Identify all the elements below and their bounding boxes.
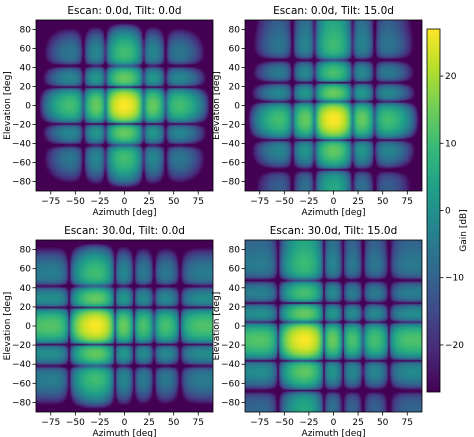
x-tick-label: −75: [250, 418, 269, 428]
x-tick-label: 25: [143, 197, 154, 207]
x-tick-label: −25: [90, 418, 109, 428]
y-axis-label: Elevation [deg]: [3, 292, 13, 361]
y-tick-label: 20: [229, 303, 241, 313]
y-tick-label: −40: [221, 360, 240, 370]
x-tick-label: 75: [193, 418, 204, 428]
y-tick-label: −20: [12, 341, 31, 351]
x-tick-label: −25: [299, 197, 318, 207]
y-tick-label: −60: [12, 379, 31, 389]
y-tick-label: −20: [12, 121, 31, 131]
y-tick-label: −20: [221, 341, 240, 351]
y-tick-label: −80: [12, 398, 31, 408]
x-axis-label: Azimuth [deg]: [93, 208, 157, 218]
x-tick-label: 50: [377, 418, 389, 428]
y-tick-label: 60: [229, 45, 241, 55]
y-axis-label: Elevation [deg]: [212, 71, 222, 140]
y-tick-label: 60: [20, 265, 32, 275]
x-tick-label: 75: [402, 418, 413, 428]
y-tick-label: 40: [229, 284, 241, 294]
y-tick-label: 80: [229, 246, 241, 256]
x-tick-label: 0: [331, 197, 337, 207]
y-tick-label: −40: [12, 140, 31, 150]
y-tick-label: 40: [20, 284, 32, 294]
y-tick-label: 60: [20, 45, 32, 55]
y-tick-label: 0: [234, 322, 240, 332]
x-tick-label: −25: [90, 197, 109, 207]
y-tick-label: −60: [221, 159, 240, 169]
y-tick-label: 20: [20, 303, 32, 313]
y-tick-label: −40: [12, 360, 31, 370]
x-tick-label: 50: [168, 197, 180, 207]
chart-panel-1: Escan: 0.0d, Tilt: 0.0d −75 −50 −25 0 25 50 75 −…: [3, 5, 214, 218]
y-tick-label: −60: [12, 159, 31, 169]
x-tick-label: 0: [122, 418, 128, 428]
x-tick-label: 25: [143, 418, 154, 428]
x-tick-label: 0: [122, 197, 128, 207]
heatmap-image: [36, 240, 213, 412]
x-tick-label: 25: [352, 418, 363, 428]
y-tick-label: −60: [221, 379, 240, 389]
y-tick-label: 0: [25, 102, 31, 112]
colorbar-tick-label: −20: [445, 341, 464, 351]
y-axis-label: Elevation [deg]: [212, 292, 222, 361]
chart-title: Escan: 0.0d, Tilt: 15.0d: [273, 5, 394, 17]
y-tick-label: −40: [221, 140, 240, 150]
colorbar-label: Gain [dB]: [459, 209, 469, 251]
x-tick-label: 50: [168, 418, 180, 428]
x-tick-label: −75: [41, 418, 60, 428]
heatmap-image: [36, 20, 213, 191]
y-tick-label: −80: [221, 398, 240, 408]
y-tick-label: 20: [20, 83, 32, 93]
x-tick-label: −50: [275, 197, 294, 207]
chart-panel-4: Escan: 30.0d, Tilt: 15.0d −75 −50 −25 0 25 50 7…: [212, 225, 423, 437]
y-tick-label: 80: [20, 26, 32, 36]
x-tick-label: 75: [193, 197, 204, 207]
y-tick-label: 20: [229, 83, 241, 93]
x-axis-label: Azimuth [deg]: [302, 429, 366, 437]
x-axis-label: Azimuth [deg]: [302, 208, 366, 218]
x-tick-label: −75: [41, 197, 60, 207]
x-tick-label: −75: [250, 197, 269, 207]
colorbar-gradient: [426, 28, 441, 393]
y-tick-label: 80: [20, 246, 32, 256]
x-tick-label: −50: [275, 418, 294, 428]
colorbar-tick-label: −10: [445, 274, 464, 284]
colorbar-tick-label: 0: [445, 207, 451, 217]
chart-panel-3: Escan: 30.0d, Tilt: 0.0d −75 −50 −25 0 25 50 75…: [3, 225, 214, 437]
x-tick-label: −25: [299, 418, 318, 428]
y-axis-label: Elevation [deg]: [3, 71, 13, 140]
y-tick-label: 0: [25, 322, 31, 332]
x-tick-label: 50: [377, 197, 389, 207]
y-tick-label: 0: [234, 102, 240, 112]
y-tick-label: 40: [229, 64, 241, 74]
x-tick-label: 75: [402, 197, 413, 207]
x-axis-label: Azimuth [deg]: [93, 429, 157, 437]
colorbar: 20 10 0 −10 −20 Gain [dB]: [426, 28, 469, 393]
colorbar-tick-label: 20: [445, 72, 457, 82]
chart-panel-2: Escan: 0.0d, Tilt: 15.0d −75 −50 −25 0 25 50 75…: [212, 5, 423, 218]
chart-title: Escan: 30.0d, Tilt: 15.0d: [270, 225, 398, 237]
x-tick-label: 25: [352, 197, 363, 207]
y-tick-label: −80: [221, 178, 240, 188]
chart-title: Escan: 0.0d, Tilt: 0.0d: [67, 5, 181, 17]
chart-title: Escan: 30.0d, Tilt: 0.0d: [64, 225, 185, 237]
y-tick-label: 60: [229, 265, 241, 275]
y-tick-label: 40: [20, 64, 32, 74]
heatmap-image: [245, 240, 422, 412]
x-tick-label: −50: [66, 418, 85, 428]
x-tick-label: 0: [331, 418, 337, 428]
y-tick-label: 80: [229, 26, 241, 36]
heatmap-image: [245, 20, 422, 191]
x-tick-label: −50: [66, 197, 85, 207]
y-tick-label: −20: [221, 121, 240, 131]
colorbar-tick-label: 10: [445, 139, 457, 149]
y-tick-label: −80: [12, 178, 31, 188]
